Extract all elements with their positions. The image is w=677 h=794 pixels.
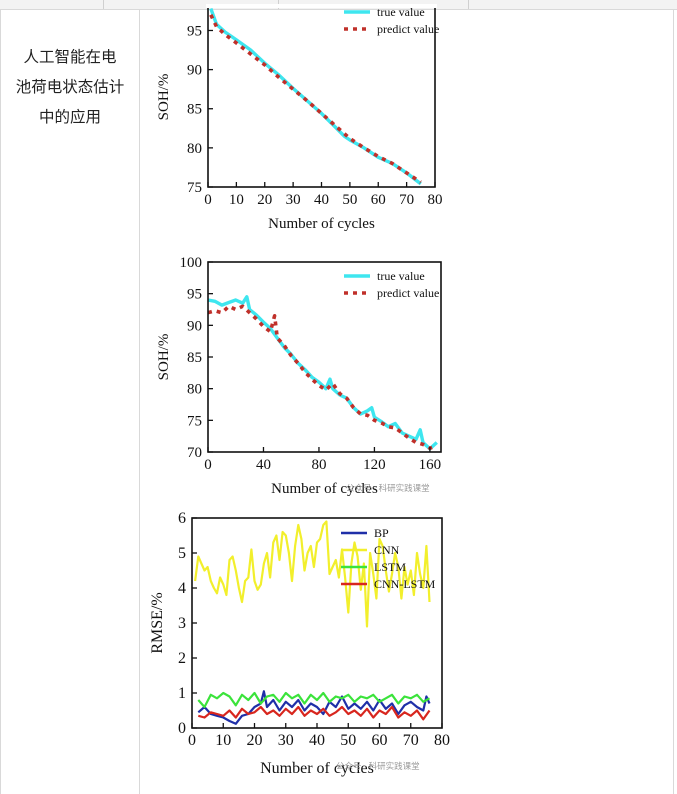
y-axis-label: SOH/% bbox=[156, 334, 172, 381]
legend-label: CNN bbox=[374, 543, 400, 557]
y-tick-label: 80 bbox=[187, 141, 202, 157]
x-tick-label: 80 bbox=[311, 457, 326, 473]
y-axis-label: SOH/% bbox=[156, 74, 172, 121]
x-tick-label: 120 bbox=[363, 457, 386, 473]
watermark-text: 公众号 · 科研实践课堂 bbox=[336, 761, 420, 771]
table-right-border bbox=[673, 10, 674, 794]
legend-label: CNN-LSTM bbox=[374, 577, 436, 591]
x-tick-label: 40 bbox=[256, 457, 271, 473]
series-line-cnn bbox=[194, 520, 431, 628]
legend-label: LSTM bbox=[374, 560, 406, 574]
x-axis-label: Number of cycles bbox=[268, 216, 375, 232]
y-tick-label: 2 bbox=[178, 650, 186, 667]
x-tick-label: 70 bbox=[403, 732, 419, 749]
x-tick-label: 30 bbox=[286, 192, 301, 208]
x-tick-label: 60 bbox=[371, 192, 386, 208]
x-tick-label: 20 bbox=[257, 192, 272, 208]
x-tick-label: 50 bbox=[340, 732, 356, 749]
x-tick-label: 60 bbox=[372, 732, 388, 749]
x-tick-label: 40 bbox=[309, 732, 325, 749]
x-tick-label: 40 bbox=[314, 192, 329, 208]
series-line-true-value bbox=[209, 8, 422, 186]
series-line-bp bbox=[197, 690, 431, 725]
watermark-text: 公众号 · 科研实践课堂 bbox=[346, 483, 430, 493]
x-tick-label: 0 bbox=[188, 732, 196, 749]
y-tick-label: 85 bbox=[187, 350, 202, 366]
x-tick-label: 70 bbox=[399, 192, 414, 208]
y-tick-label: 5 bbox=[178, 545, 186, 562]
series-line-predict-value bbox=[209, 14, 422, 184]
x-tick-label: 20 bbox=[247, 732, 263, 749]
y-tick-label: 95 bbox=[187, 23, 202, 39]
x-tick-label: 10 bbox=[229, 192, 244, 208]
x-tick-label: 0 bbox=[204, 457, 212, 473]
y-tick-label: 3 bbox=[178, 615, 186, 632]
y-tick-label: 1 bbox=[178, 685, 186, 702]
left-cell-caption: 人工智能在电 池荷电状态估计 中的应用 bbox=[15, 48, 125, 126]
y-tick-label: 100 bbox=[180, 255, 203, 271]
table-left-border bbox=[0, 10, 1, 794]
soh-chart-2: 0 40 80 120 160 70 75 80 85 90 95 100 Number of cycl… bbox=[156, 255, 442, 497]
soh-chart-1: 0 10 20 30 40 50 60 70 80 75 80 85 90 95 Number of cyc… bbox=[156, 4, 443, 232]
series-line-lstm bbox=[197, 691, 431, 709]
x-tick-label: 80 bbox=[428, 192, 443, 208]
x-tick-label: 30 bbox=[278, 732, 294, 749]
series-line-true-value bbox=[208, 295, 438, 451]
y-tick-label: 90 bbox=[187, 318, 202, 334]
y-tick-label: 90 bbox=[187, 63, 202, 79]
legend-label: predict value bbox=[377, 22, 439, 36]
rmse-chart: 0 10 20 30 40 50 60 70 80 0 1 2 3 4 5 6 Number of cycles… bbox=[149, 510, 450, 777]
x-tick-label: 50 bbox=[342, 192, 357, 208]
series-line-predict-value bbox=[208, 304, 438, 450]
y-tick-label: 0 bbox=[178, 720, 186, 737]
y-axis-label: RMSE/% bbox=[149, 592, 166, 653]
legend-label: true value bbox=[377, 5, 425, 19]
crop-mask bbox=[206, 4, 437, 8]
y-tick-label: 75 bbox=[187, 180, 202, 196]
y-tick-label: 4 bbox=[178, 580, 186, 597]
y-tick-label: 75 bbox=[187, 413, 202, 429]
x-tick-label: 0 bbox=[204, 192, 212, 208]
y-tick-label: 95 bbox=[187, 287, 202, 303]
x-tick-label: 160 bbox=[419, 457, 442, 473]
x-tick-label: 80 bbox=[434, 732, 450, 749]
y-tick-label: 70 bbox=[187, 445, 202, 461]
toolbar-separator bbox=[103, 0, 104, 9]
y-tick-label: 80 bbox=[187, 382, 202, 398]
legend-label: BP bbox=[374, 526, 389, 540]
table-left-cell bbox=[0, 10, 140, 794]
legend-label: predict value bbox=[377, 286, 439, 300]
series-line-cnn-lstm bbox=[198, 705, 431, 721]
legend-label: true value bbox=[377, 269, 425, 283]
y-tick-label: 85 bbox=[187, 102, 202, 118]
toolbar-separator bbox=[468, 0, 469, 9]
x-axis-label: Number of cycles bbox=[260, 760, 374, 777]
x-axis-label: Number of cycles bbox=[271, 481, 378, 497]
y-tick-label: 6 bbox=[178, 510, 186, 527]
x-tick-label: 10 bbox=[215, 732, 231, 749]
